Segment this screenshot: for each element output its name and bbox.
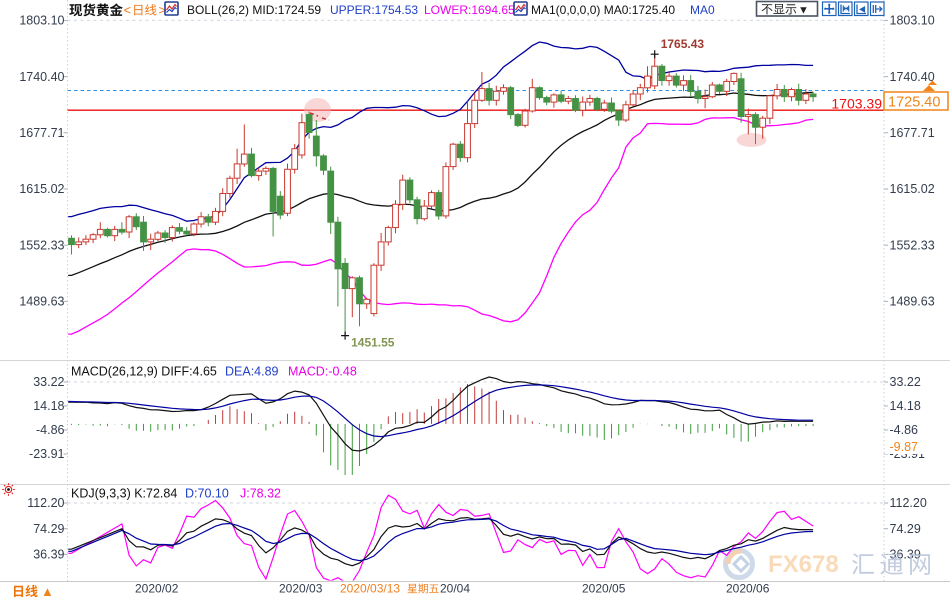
svg-text:>: > — [159, 3, 167, 18]
svg-text:2020/03: 2020/03 — [279, 582, 323, 596]
svg-text:FX678: FX678 — [768, 551, 839, 578]
svg-text:MACD(26,12,9) DIFF:4.65: MACD(26,12,9) DIFF:4.65 — [71, 365, 217, 379]
svg-text:1489.63: 1489.63 — [890, 295, 935, 309]
svg-text:-4.86: -4.86 — [890, 423, 919, 437]
svg-text:2020/05: 2020/05 — [582, 582, 626, 596]
svg-text:DEA:4.89: DEA:4.89 — [225, 365, 279, 379]
svg-text:1725.40: 1725.40 — [888, 95, 940, 111]
svg-text:1552.33: 1552.33 — [19, 238, 64, 252]
svg-text:33.22: 33.22 — [33, 375, 64, 389]
svg-text:MACD:-0.48: MACD:-0.48 — [288, 365, 357, 379]
svg-text:1677.71: 1677.71 — [19, 126, 64, 140]
svg-text:J:78.32: J:78.32 — [240, 487, 281, 501]
svg-text:74.29: 74.29 — [890, 522, 921, 536]
svg-text:36.39: 36.39 — [890, 548, 921, 562]
svg-text:1615.02: 1615.02 — [19, 182, 64, 196]
svg-text:-23.91: -23.91 — [29, 447, 64, 461]
svg-text:▲: ▲ — [41, 584, 54, 599]
svg-text:<: < — [124, 3, 132, 18]
svg-text:1451.55: 1451.55 — [351, 336, 395, 350]
svg-text:▼: ▼ — [798, 5, 809, 17]
svg-text:1703.39: 1703.39 — [831, 96, 882, 112]
svg-text:1740.40: 1740.40 — [19, 70, 64, 84]
svg-text:14.18: 14.18 — [890, 399, 921, 413]
svg-text:-9.87: -9.87 — [890, 440, 919, 454]
svg-text:20/04: 20/04 — [440, 582, 470, 596]
svg-text:33.22: 33.22 — [890, 375, 921, 389]
svg-text:UPPER:1754.53: UPPER:1754.53 — [330, 3, 418, 17]
svg-text:1615.02: 1615.02 — [890, 182, 935, 196]
svg-text:14.18: 14.18 — [33, 399, 64, 413]
svg-text:KDJ(9,3,3) K:72.84: KDJ(9,3,3) K:72.84 — [71, 487, 177, 501]
svg-text:MA0: MA0 — [690, 3, 715, 17]
svg-text:1552.33: 1552.33 — [890, 238, 935, 252]
svg-text:112.20: 112.20 — [27, 496, 64, 510]
svg-text:LOWER:1694.65: LOWER:1694.65 — [424, 3, 515, 17]
svg-text:1489.63: 1489.63 — [19, 295, 64, 309]
svg-text:1740.40: 1740.40 — [890, 70, 935, 84]
svg-text:2020/03/13: 2020/03/13 — [340, 582, 400, 596]
svg-text:2020/02: 2020/02 — [135, 582, 179, 596]
svg-text:BOLL(26,2) MID:1724.59: BOLL(26,2) MID:1724.59 — [187, 3, 321, 17]
svg-text:1765.43: 1765.43 — [661, 37, 705, 51]
svg-text:1803.10: 1803.10 — [890, 14, 935, 28]
svg-text:D:70.10: D:70.10 — [185, 487, 229, 501]
svg-text:2020/06: 2020/06 — [726, 582, 770, 596]
svg-text:1803.10: 1803.10 — [19, 14, 64, 28]
svg-text:74.29: 74.29 — [33, 522, 64, 536]
svg-text:1677.71: 1677.71 — [890, 126, 935, 140]
svg-text:-4.86: -4.86 — [36, 423, 65, 437]
svg-text:112.20: 112.20 — [890, 496, 927, 510]
svg-text:36.39: 36.39 — [33, 548, 64, 562]
svg-text:MA1(0,0,0,0) MA0:1725.40: MA1(0,0,0,0) MA0:1725.40 — [531, 3, 675, 17]
